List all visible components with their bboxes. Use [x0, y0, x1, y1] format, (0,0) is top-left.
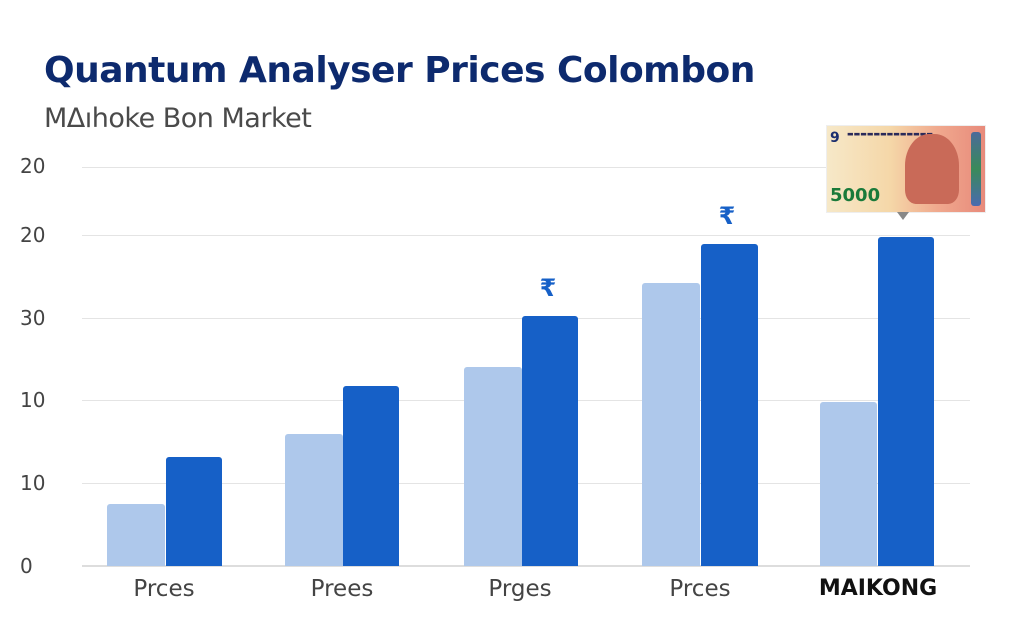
- y-tick-label: 10: [20, 471, 46, 495]
- y-tick-label: 20: [20, 154, 46, 178]
- bar-series-b-5: [878, 237, 934, 566]
- y-tick-label: 10: [20, 388, 46, 412]
- bar-series-a-4: [642, 283, 700, 566]
- rupee-icon: ₹: [718, 202, 736, 230]
- y-tick-label: 30: [20, 306, 46, 330]
- bar-series-a-2: [285, 434, 343, 566]
- x-tick-label: Prges: [488, 576, 552, 602]
- bar-series-a-5: [820, 402, 877, 566]
- bar-series-b-4: [701, 244, 758, 566]
- x-tick-label: Prees: [310, 576, 374, 602]
- bar-series-a-3: [464, 367, 522, 566]
- bar-series-b-1: [166, 457, 222, 566]
- rupee-icon: ₹: [539, 274, 557, 302]
- gridline: [82, 235, 970, 236]
- x-tick-label: Prces: [669, 576, 731, 602]
- banknote-corner-number: 9: [830, 130, 840, 146]
- banknote-image: 9 ▬▬▬▬▬▬▬▬▬▬▬▬▬ 5000: [826, 125, 986, 220]
- callout-pointer-icon: [897, 212, 909, 220]
- bar-series-b-2: [343, 386, 399, 566]
- x-axis-line: [82, 565, 970, 567]
- banknote-security-strip-icon: [971, 132, 981, 206]
- y-tick-label: 0: [20, 554, 33, 578]
- banknote-denomination: 5000: [830, 185, 881, 206]
- banknote-portrait-icon: [905, 134, 959, 204]
- banknote-text-decoration: ▬▬▬▬▬▬▬▬▬▬▬▬▬: [847, 130, 933, 138]
- bar-series-b-3: [522, 316, 578, 566]
- chart-title: Quantum Analyser Prices Colombon: [44, 50, 755, 91]
- x-tick-label: MAIKONG: [818, 576, 938, 601]
- bar-series-a-1: [107, 504, 165, 566]
- x-tick-label: Prces: [133, 576, 195, 602]
- gridline: [82, 167, 970, 168]
- chart-subtitle: MΔıhoke Bon Market: [44, 103, 312, 134]
- y-tick-label: 20: [20, 223, 46, 247]
